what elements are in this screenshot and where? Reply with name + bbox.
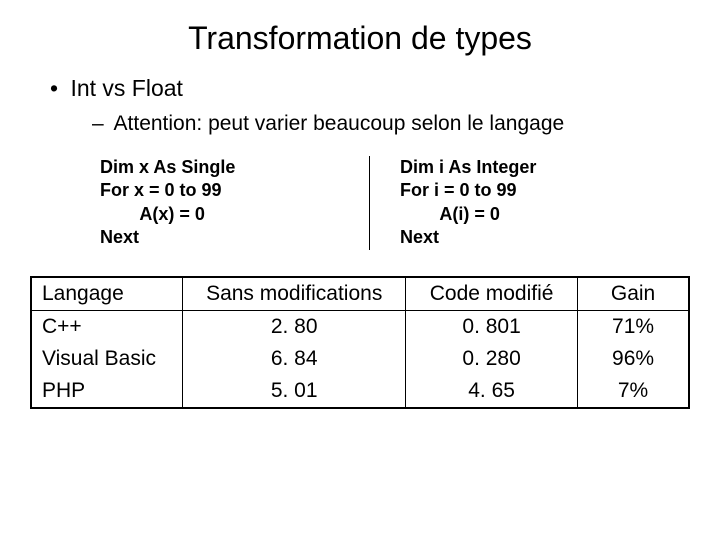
cell-sans: 2. 80 xyxy=(183,310,406,343)
cell-gain: 96% xyxy=(578,343,689,375)
code-comparison: Dim x As Single For x = 0 to 99 A(x) = 0… xyxy=(100,156,690,250)
cell-sans: 6. 84 xyxy=(183,343,406,375)
cell-lang: PHP xyxy=(31,375,183,408)
cell-mod: 0. 280 xyxy=(406,343,578,375)
table-header-mod: Code modifié xyxy=(406,277,578,311)
table-row: PHP 5. 01 4. 65 7% xyxy=(31,375,689,408)
cell-lang: Visual Basic xyxy=(31,343,183,375)
table-row: Visual Basic 6. 84 0. 280 96% xyxy=(31,343,689,375)
code-block-integer: Dim i As Integer For i = 0 to 99 A(i) = … xyxy=(370,156,536,250)
code-block-float: Dim x As Single For x = 0 to 99 A(x) = 0… xyxy=(100,156,370,250)
table-header-gain: Gain xyxy=(578,277,689,311)
cell-gain: 7% xyxy=(578,375,689,408)
table-header-lang: Langage xyxy=(31,277,183,311)
page-title: Transformation de types xyxy=(30,20,690,57)
bullet-level-1: Int vs Float xyxy=(50,75,690,102)
table-row: C++ 2. 80 0. 801 71% xyxy=(31,310,689,343)
cell-lang: C++ xyxy=(31,310,183,343)
cell-mod: 4. 65 xyxy=(406,375,578,408)
table-header-sans: Sans modifications xyxy=(183,277,406,311)
cell-sans: 5. 01 xyxy=(183,375,406,408)
cell-gain: 71% xyxy=(578,310,689,343)
cell-mod: 0. 801 xyxy=(406,310,578,343)
performance-table: Langage Sans modifications Code modifié … xyxy=(30,276,690,409)
table-header-row: Langage Sans modifications Code modifié … xyxy=(31,277,689,311)
bullet-level-2: Attention: peut varier beaucoup selon le… xyxy=(92,112,690,136)
